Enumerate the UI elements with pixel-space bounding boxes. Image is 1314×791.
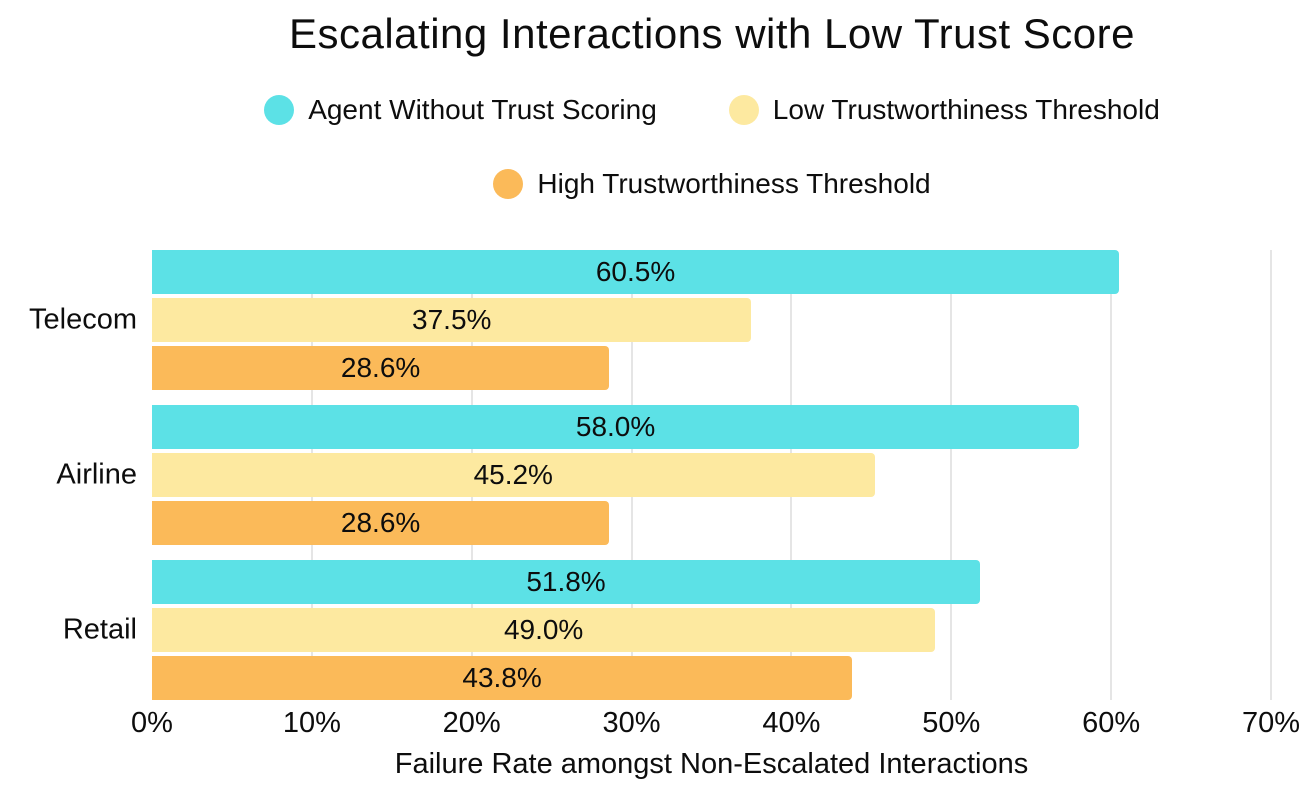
legend-label: Agent Without Trust Scoring xyxy=(308,94,657,125)
bar-value-label: 49.0% xyxy=(503,614,584,645)
bar-airline-agent-without-trust-scoring: 58.0% xyxy=(152,405,1080,449)
bar-value-label: 43.8% xyxy=(462,662,542,693)
bar-airline-high-trustworthiness-threshold: 28.6% xyxy=(152,501,610,545)
legend-item-high-trustworthiness-threshold: High Trustworthiness Threshold xyxy=(493,168,931,200)
x-tick-label-60: 60% xyxy=(1082,707,1141,739)
legend-dot-icon xyxy=(728,95,759,125)
category-label-retail: Retail xyxy=(62,613,137,646)
plot-area: Telecom 60.5% 37.5% 28.6% Airline 58.0% 45.2% 2… xyxy=(29,250,1272,700)
bar-telecom-low-trustworthiness-threshold: 37.5% xyxy=(152,298,752,342)
x-tick-label-50: 50% xyxy=(922,707,981,739)
x-tick-label-40: 40% xyxy=(762,707,821,739)
legend-item-agent-without-trust-scoring: Agent Without Trust Scoring xyxy=(264,94,657,126)
legend-label: Low Trustworthiness Threshold xyxy=(772,94,1160,125)
bar-group-telecom: Telecom 60.5% 37.5% 28.6% xyxy=(29,250,1271,390)
legend-row-2: High Trustworthiness Threshold xyxy=(110,168,1314,200)
category-label-telecom: Telecom xyxy=(29,303,137,336)
bar-telecom-agent-without-trust-scoring: 60.5% xyxy=(152,250,1120,294)
x-tick-label-0: 0% xyxy=(131,707,173,739)
bar-value-label: 28.6% xyxy=(340,507,421,538)
bar-value-label: 51.8% xyxy=(526,566,606,597)
x-tick-label-70: 70% xyxy=(1241,707,1301,739)
legend: Agent Without Trust Scoring Low Trustwort… xyxy=(0,94,1314,200)
legend-label: High Trustworthiness Threshold xyxy=(537,168,931,199)
bar-retail-low-trustworthiness-threshold: 49.0% xyxy=(152,608,936,652)
bar-retail-high-trustworthiness-threshold: 43.8% xyxy=(152,656,853,700)
category-label-airline: Airline xyxy=(56,458,137,491)
legend-dot-icon xyxy=(264,95,295,125)
bar-value-label: 45.2% xyxy=(473,459,553,490)
x-axis-title: Failure Rate amongst Non-Escalated Inter… xyxy=(394,748,1029,780)
bar-groups: Telecom 60.5% 37.5% 28.6% Airline 58.0% 45.2% 2… xyxy=(29,250,1271,700)
chart-title: Escalating Interactions with Low Trust S… xyxy=(288,10,1136,57)
legend-row-1: Agent Without Trust Scoring Low Trustwort… xyxy=(110,94,1314,126)
gridline-50 xyxy=(950,250,953,700)
bar-value-label: 58.0% xyxy=(575,411,656,442)
bar-value-label: 37.5% xyxy=(412,304,492,335)
bar-group-retail: Retail 51.8% 49.0% 43.8% xyxy=(63,560,1271,700)
x-axis: 0% 10% 20% 30% 40% 50% 60% 70% xyxy=(131,707,1300,741)
bar-airline-low-trustworthiness-threshold: 45.2% xyxy=(152,453,875,497)
bar-group-airline: Airline 58.0% 45.2% 28.6% xyxy=(56,405,1271,545)
gridline-70 xyxy=(1270,250,1272,700)
x-tick-label-10: 10% xyxy=(282,707,341,739)
x-tick-label-20: 20% xyxy=(442,707,501,739)
bar-value-label: 28.6% xyxy=(340,352,421,383)
legend-item-low-trustworthiness-threshold: Low Trustworthiness Threshold xyxy=(728,94,1160,126)
legend-dot-icon xyxy=(493,169,524,199)
bar-value-label: 60.5% xyxy=(595,256,676,287)
gridline-60 xyxy=(1110,250,1113,700)
x-tick-label-30: 30% xyxy=(602,707,661,739)
bar-retail-agent-without-trust-scoring: 51.8% xyxy=(152,560,981,604)
bar-telecom-high-trustworthiness-threshold: 28.6% xyxy=(152,346,610,390)
